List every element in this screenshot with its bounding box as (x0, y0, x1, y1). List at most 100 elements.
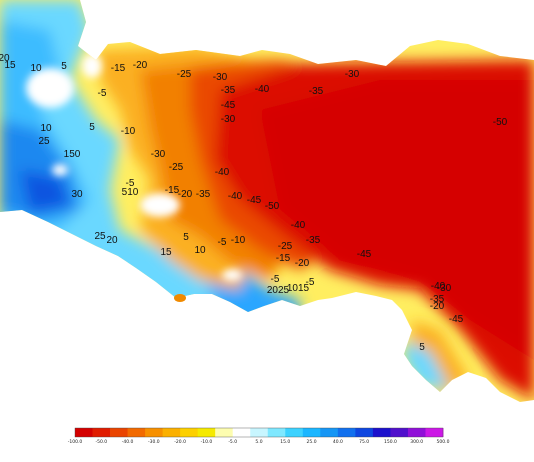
color-legend: -100.0 -50.0 -40.0 -30.0 -20.0 -10.0 -5.0 5.0 15… (68, 427, 450, 445)
contour-label: 10 (194, 245, 206, 256)
contour-label: -20 (295, 258, 310, 269)
contour-label: -35 (196, 189, 211, 200)
legend-swatch (232, 428, 251, 437)
legend-swatch (337, 428, 356, 437)
contour-label: -25 (169, 162, 184, 173)
legend-swatch (92, 428, 111, 437)
contour-label: -35 (306, 235, 321, 246)
legend-tick-label: -20.0 (174, 439, 186, 445)
small-island (174, 294, 186, 302)
contour-label: -45 (449, 314, 464, 325)
legend-ticks: -100.0 -50.0 -40.0 -30.0 -20.0 -10.0 -5.0 5.0 15… (68, 439, 450, 445)
legend-swatches (74, 427, 444, 438)
legend-swatch (110, 428, 128, 437)
legend-swatch (407, 428, 426, 437)
contour-label: 20 (106, 235, 118, 246)
contour-label: 25 (94, 231, 106, 242)
contour-label: -30 (437, 283, 452, 294)
contour-label: -15 (165, 185, 180, 196)
contour-label: -5 (306, 277, 315, 288)
legend-swatch (145, 428, 164, 437)
legend-tick-label: 75.0 (359, 439, 369, 445)
legend-tick-label: 500.0 (437, 439, 450, 445)
contour-label: -35 (221, 85, 236, 96)
contour-label: -30 (345, 69, 360, 80)
legend-tick-label: 300.0 (410, 439, 423, 445)
contour-label: -20 (430, 301, 445, 312)
legend-swatch (425, 428, 444, 437)
contour-label: 10 (30, 63, 42, 74)
contour-label: -25 (278, 241, 293, 252)
contour-label: 10 (40, 123, 52, 134)
contour-label: -30 (213, 72, 228, 83)
legend-tick-label: 40.0 (333, 439, 343, 445)
legend-swatch (162, 428, 181, 437)
legend-tick-label: -40.0 (122, 439, 134, 445)
contour-label: 5 (419, 342, 425, 353)
legend-tick-label: -50.0 (95, 439, 107, 445)
contour-label: 150 (64, 149, 81, 160)
contour-label: -30 (151, 149, 166, 160)
contour-label: -35 (430, 294, 445, 305)
legend-swatch (250, 428, 269, 437)
legend-tick-label: 25.0 (307, 439, 317, 445)
contour-label: -5 (271, 274, 280, 285)
contour-label: 15 (160, 247, 172, 258)
legend-tick-label: 150.0 (384, 439, 397, 445)
contour-label: -45 (221, 100, 236, 111)
contour-label: 510 (122, 187, 139, 198)
contour-label: -45 (357, 249, 372, 260)
contour-label: -50 (493, 117, 508, 128)
legend-swatch (320, 428, 339, 437)
contour-label: -15 (276, 253, 291, 264)
legend-tick-label: 5.0 (255, 439, 262, 445)
contour-label: -20 (178, 189, 193, 200)
legend-tick-label: -30.0 (148, 439, 160, 445)
legend-swatch (285, 428, 304, 437)
contour-label: -45 (247, 195, 262, 206)
contour-label: -40 (215, 167, 230, 178)
legend-swatch (372, 428, 391, 437)
legend-tick-label: -10.0 (201, 439, 213, 445)
contour-label: -10 (121, 126, 136, 137)
contour-label: -40 (431, 281, 446, 292)
legend-border (74, 427, 444, 438)
contour-label: -40 (291, 220, 306, 231)
contour-label: 5 (183, 232, 189, 243)
contour-label: 5 (61, 61, 67, 72)
contour-label: 30 (71, 189, 83, 200)
legend-tick-label: 15.0 (280, 439, 290, 445)
contour-label: 25 (38, 136, 50, 147)
contour-label: -50 (265, 201, 280, 212)
legend-tick-label: -100.0 (68, 439, 83, 445)
contour-label: -20 (133, 60, 148, 71)
contour-label: 2025 (267, 285, 290, 296)
contour-label: -40 (255, 84, 270, 95)
legend-swatch (267, 428, 286, 437)
contour-label: 15 (4, 60, 16, 71)
contour-label: 1015 (287, 283, 310, 294)
legend-swatch (390, 428, 409, 437)
contour-label: -30 (221, 114, 236, 125)
contour-label: -15 (111, 63, 126, 74)
legend-swatch (355, 428, 374, 437)
contour-label: 20 (0, 53, 10, 64)
legend-swatch (302, 428, 321, 437)
legend-swatch (127, 428, 146, 437)
legend-tick-label: -5.0 (228, 439, 237, 445)
contour-label: -5 (218, 237, 227, 248)
contour-label: -5 (126, 178, 135, 189)
contour-label: -25 (177, 69, 192, 80)
contour-label: -5 (98, 88, 107, 99)
contour-label: -10 (231, 235, 246, 246)
legend-swatch (197, 428, 216, 437)
contour-label: -35 (309, 86, 324, 97)
legend-swatch (75, 428, 93, 437)
contour-label: -40 (228, 191, 243, 202)
legend-swatch (180, 428, 199, 437)
legend-swatch (215, 428, 234, 437)
land-field (0, 0, 534, 402)
contour-label: 5 (89, 122, 95, 133)
